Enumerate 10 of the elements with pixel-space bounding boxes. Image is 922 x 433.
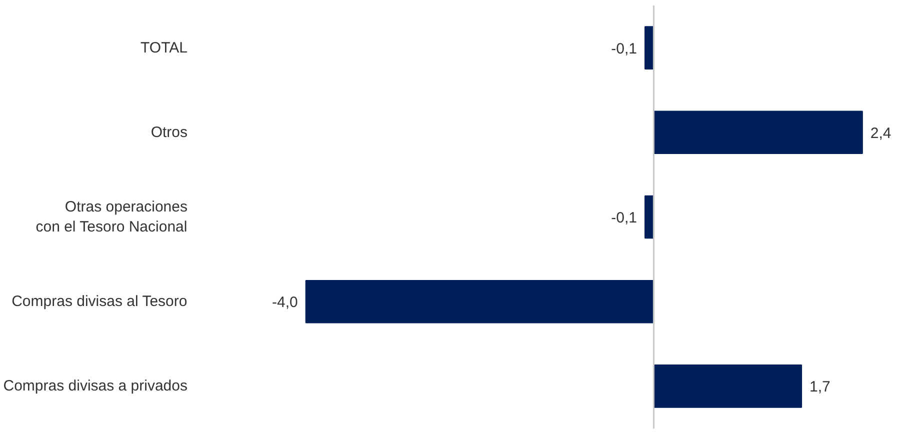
- data-label: 2,4: [870, 124, 892, 142]
- data-label: -0,1: [611, 40, 638, 58]
- data-label: 1,7: [810, 378, 830, 396]
- data-label: -4,0: [272, 294, 298, 312]
- y-tick-label: TOTAL: [140, 39, 188, 56]
- y-tick-label: Otras operaciones con el Tesoro Nacional: [36, 198, 188, 236]
- y-tick-label: Otros: [150, 124, 188, 141]
- data-label: -0,1: [611, 210, 638, 226]
- y-tick-label: Compras divisas a privados: [3, 378, 188, 395]
- y-tick-label: Compras divisas al Tesoro: [12, 293, 188, 310]
